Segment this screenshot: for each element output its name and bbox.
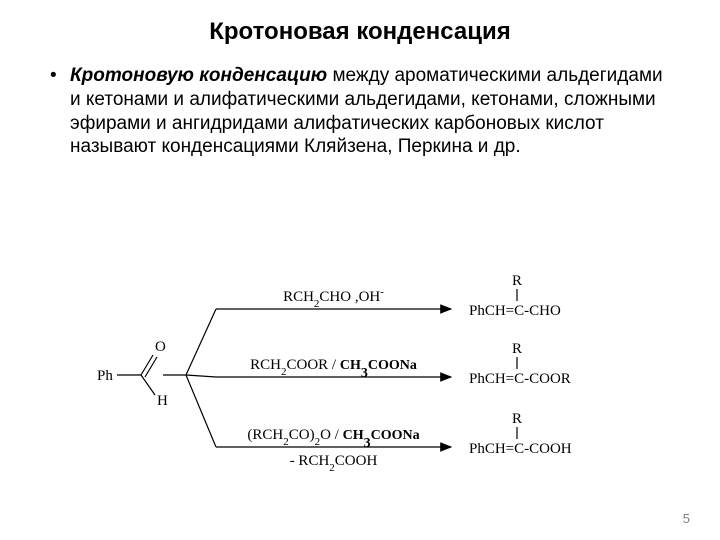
- body-text: • Кротоновую конденсацию между ароматиче…: [50, 64, 670, 159]
- svg-text:PhCH=C-CHO: PhCH=C-CHO: [469, 303, 561, 319]
- svg-text:H: H: [157, 393, 168, 409]
- svg-text:R: R: [512, 411, 522, 427]
- svg-text:- RCH2COOH: - RCH2COOH: [290, 453, 378, 474]
- page-title: Кротоновая конденсация: [50, 18, 670, 46]
- svg-text:R: R: [512, 273, 522, 289]
- bullet-marker: •: [50, 64, 70, 88]
- svg-text:R: R: [512, 341, 522, 357]
- svg-text:O: O: [155, 339, 166, 355]
- svg-text:RCH2CHO ,OH-: RCH2CHO ,OH-: [283, 286, 384, 310]
- page-number: 5: [683, 511, 690, 526]
- svg-text:PhCH=C-COOH: PhCH=C-COOH: [469, 441, 572, 457]
- bullet-lead: Кротоновую конденсацию: [70, 65, 327, 86]
- svg-text:PhCH=C-COOR: PhCH=C-COOR: [469, 371, 571, 387]
- svg-text:Ph: Ph: [97, 368, 113, 384]
- reaction-scheme: OPhHRCH2CHO ,OH-RPhCH=C-CHORCH2COOR / CH…: [86, 265, 646, 495]
- bullet-paragraph: Кротоновую конденсацию между ароматическ…: [70, 64, 670, 159]
